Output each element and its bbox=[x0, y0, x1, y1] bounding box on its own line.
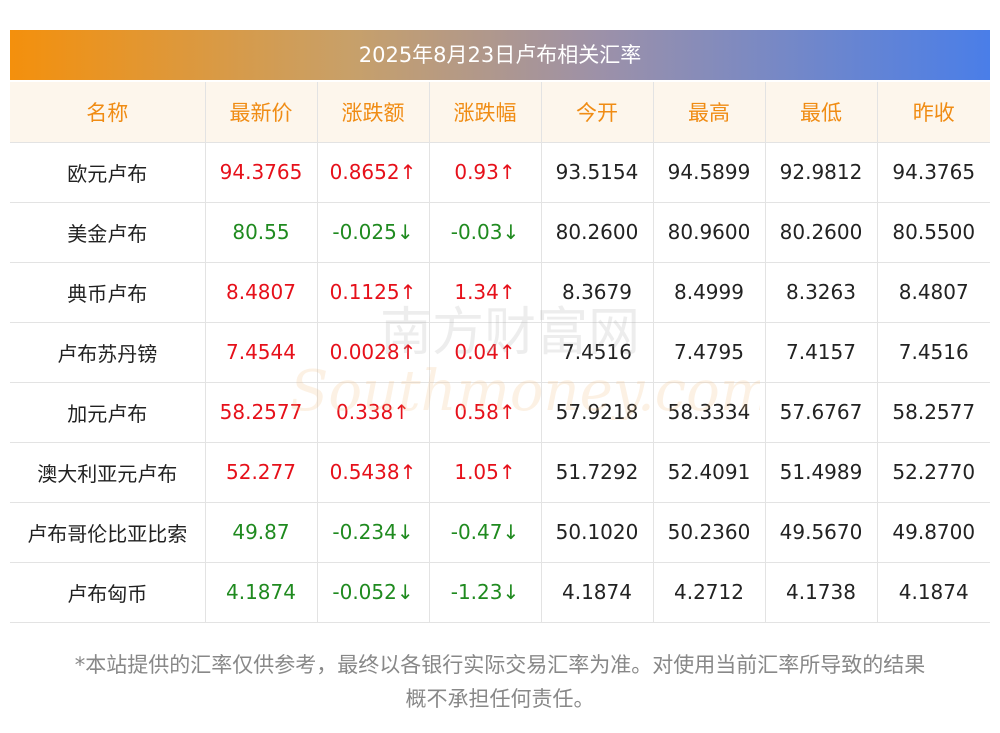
cell-prev: 8.4807 bbox=[877, 262, 990, 323]
header-latest: 最新价 bbox=[205, 82, 318, 143]
disclaimer-line-2: 概不承担任何责任。 bbox=[405, 687, 595, 711]
cell-low: 92.9812 bbox=[765, 142, 878, 203]
cell-latest: 4.1874 bbox=[205, 562, 318, 623]
cell-open: 51.7292 bbox=[541, 442, 654, 503]
cell-pct: 0.58↑ bbox=[429, 382, 542, 443]
cell-high: 52.4091 bbox=[653, 442, 766, 503]
cell-name: 卢布哥伦比亚比索 bbox=[10, 502, 206, 563]
cell-change: 0.1125↑ bbox=[317, 262, 430, 323]
cell-open: 80.2600 bbox=[541, 202, 654, 263]
header-change: 涨跌额 bbox=[317, 82, 430, 143]
cell-latest: 8.4807 bbox=[205, 262, 318, 323]
cell-latest: 52.277 bbox=[205, 442, 318, 503]
cell-high: 50.2360 bbox=[653, 502, 766, 563]
header-pct: 涨跌幅 bbox=[429, 82, 542, 143]
cell-low: 8.3263 bbox=[765, 262, 878, 323]
cell-latest: 7.4544 bbox=[205, 322, 318, 383]
table-row: 卢布哥伦比亚比索 49.87 -0.234↓ -0.47↓ 50.1020 50.2360… bbox=[10, 502, 990, 563]
cell-open: 4.1874 bbox=[541, 562, 654, 623]
cell-prev: 80.5500 bbox=[877, 202, 990, 263]
cell-change: -0.052↓ bbox=[317, 562, 430, 623]
cell-change: 0.5438↑ bbox=[317, 442, 430, 503]
cell-open: 50.1020 bbox=[541, 502, 654, 563]
cell-high: 4.2712 bbox=[653, 562, 766, 623]
cell-pct: -0.47↓ bbox=[429, 502, 542, 563]
page-title: 2025年8月23日卢布相关汇率 bbox=[10, 30, 990, 80]
cell-high: 7.4795 bbox=[653, 322, 766, 383]
cell-low: 7.4157 bbox=[765, 322, 878, 383]
header-high: 最高 bbox=[653, 82, 766, 143]
cell-latest: 49.87 bbox=[205, 502, 318, 563]
cell-latest: 58.2577 bbox=[205, 382, 318, 443]
disclaimer-line-1: *本站提供的汇率仅供参考，最终以各银行实际交易汇率为准。对使用当前汇率所导致的结… bbox=[74, 653, 926, 677]
cell-name: 典币卢布 bbox=[10, 262, 206, 323]
disclaimer: *本站提供的汇率仅供参考，最终以各银行实际交易汇率为准。对使用当前汇率所导致的结… bbox=[10, 648, 990, 716]
cell-low: 49.5670 bbox=[765, 502, 878, 563]
header-open: 今开 bbox=[541, 82, 654, 143]
cell-name: 美金卢布 bbox=[10, 202, 206, 263]
cell-low: 57.6767 bbox=[765, 382, 878, 443]
cell-high: 94.5899 bbox=[653, 142, 766, 203]
table-header-row: 名称 最新价 涨跌额 涨跌幅 今开 最高 最低 昨收 bbox=[10, 82, 990, 143]
cell-name: 卢布匈币 bbox=[10, 562, 206, 623]
cell-change: 0.8652↑ bbox=[317, 142, 430, 203]
table-row: 澳大利亚元卢布 52.277 0.5438↑ 1.05↑ 51.7292 52.4091 5… bbox=[10, 442, 990, 503]
cell-name: 澳大利亚元卢布 bbox=[10, 442, 206, 503]
cell-open: 57.9218 bbox=[541, 382, 654, 443]
cell-low: 4.1738 bbox=[765, 562, 878, 623]
cell-prev: 52.2770 bbox=[877, 442, 990, 503]
cell-pct: 1.34↑ bbox=[429, 262, 542, 323]
cell-high: 80.9600 bbox=[653, 202, 766, 263]
cell-prev: 49.8700 bbox=[877, 502, 990, 563]
cell-open: 8.3679 bbox=[541, 262, 654, 323]
table-row: 卢布苏丹镑 7.4544 0.0028↑ 0.04↑ 7.4516 7.4795 7.415… bbox=[10, 322, 990, 383]
cell-high: 8.4999 bbox=[653, 262, 766, 323]
rates-table: 名称 最新价 涨跌额 涨跌幅 今开 最高 最低 昨收 欧元卢布 94.3765 0.… bbox=[10, 82, 990, 623]
cell-pct: -1.23↓ bbox=[429, 562, 542, 623]
table-row: 美金卢布 80.55 -0.025↓ -0.03↓ 80.2600 80.9600 80.2… bbox=[10, 202, 990, 263]
header-low: 最低 bbox=[765, 82, 878, 143]
cell-name: 卢布苏丹镑 bbox=[10, 322, 206, 383]
cell-pct: 1.05↑ bbox=[429, 442, 542, 503]
cell-change: 0.0028↑ bbox=[317, 322, 430, 383]
cell-change: -0.234↓ bbox=[317, 502, 430, 563]
cell-pct: 0.04↑ bbox=[429, 322, 542, 383]
cell-name: 加元卢布 bbox=[10, 382, 206, 443]
cell-prev: 58.2577 bbox=[877, 382, 990, 443]
cell-pct: -0.03↓ bbox=[429, 202, 542, 263]
cell-low: 51.4989 bbox=[765, 442, 878, 503]
header-name: 名称 bbox=[10, 82, 206, 143]
cell-prev: 7.4516 bbox=[877, 322, 990, 383]
cell-low: 80.2600 bbox=[765, 202, 878, 263]
cell-pct: 0.93↑ bbox=[429, 142, 542, 203]
cell-prev: 4.1874 bbox=[877, 562, 990, 623]
table-row: 欧元卢布 94.3765 0.8652↑ 0.93↑ 93.5154 94.5899 92.… bbox=[10, 142, 990, 203]
cell-prev: 94.3765 bbox=[877, 142, 990, 203]
cell-open: 7.4516 bbox=[541, 322, 654, 383]
cell-name: 欧元卢布 bbox=[10, 142, 206, 203]
cell-change: -0.025↓ bbox=[317, 202, 430, 263]
cell-open: 93.5154 bbox=[541, 142, 654, 203]
table-row: 卢布匈币 4.1874 -0.052↓ -1.23↓ 4.1874 4.2712 4.173… bbox=[10, 562, 990, 623]
cell-change: 0.338↑ bbox=[317, 382, 430, 443]
header-prev: 昨收 bbox=[877, 82, 990, 143]
table-row: 加元卢布 58.2577 0.338↑ 0.58↑ 57.9218 58.3334 57.6… bbox=[10, 382, 990, 443]
cell-high: 58.3334 bbox=[653, 382, 766, 443]
cell-latest: 94.3765 bbox=[205, 142, 318, 203]
cell-latest: 80.55 bbox=[205, 202, 318, 263]
table-row: 典币卢布 8.4807 0.1125↑ 1.34↑ 8.3679 8.4999 8.3263… bbox=[10, 262, 990, 323]
